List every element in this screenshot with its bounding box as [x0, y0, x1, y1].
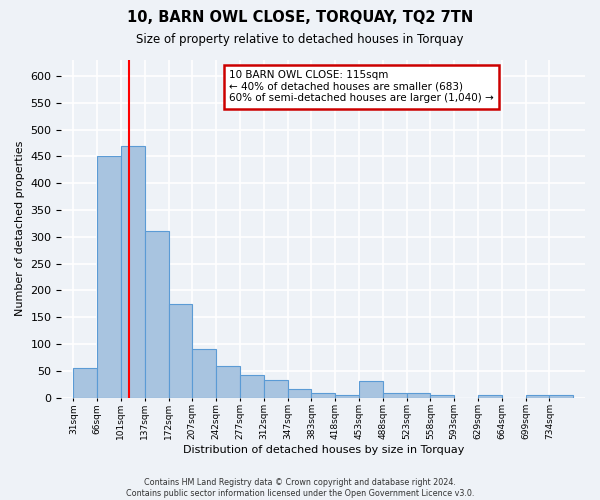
Bar	[430, 395, 454, 398]
X-axis label: Distribution of detached houses by size in Torquay: Distribution of detached houses by size …	[182, 445, 464, 455]
Bar	[383, 393, 407, 398]
Bar	[311, 393, 335, 398]
Y-axis label: Number of detached properties: Number of detached properties	[15, 141, 25, 316]
Bar	[359, 382, 383, 398]
Text: 10, BARN OWL CLOSE, TORQUAY, TQ2 7TN: 10, BARN OWL CLOSE, TORQUAY, TQ2 7TN	[127, 10, 473, 25]
Bar	[264, 380, 287, 398]
Bar	[121, 146, 145, 398]
Bar	[407, 393, 430, 398]
Bar	[335, 395, 359, 398]
Text: Contains HM Land Registry data © Crown copyright and database right 2024.
Contai: Contains HM Land Registry data © Crown c…	[126, 478, 474, 498]
Bar	[216, 366, 240, 398]
Bar	[478, 395, 502, 398]
Bar	[145, 232, 169, 398]
Bar	[97, 156, 121, 398]
Bar	[240, 375, 264, 398]
Bar	[287, 390, 311, 398]
Bar	[550, 395, 573, 398]
Bar	[73, 368, 97, 398]
Text: 10 BARN OWL CLOSE: 115sqm
← 40% of detached houses are smaller (683)
60% of semi: 10 BARN OWL CLOSE: 115sqm ← 40% of detac…	[229, 70, 494, 103]
Bar	[193, 350, 216, 398]
Text: Size of property relative to detached houses in Torquay: Size of property relative to detached ho…	[136, 32, 464, 46]
Bar	[526, 395, 550, 398]
Bar	[169, 304, 193, 398]
